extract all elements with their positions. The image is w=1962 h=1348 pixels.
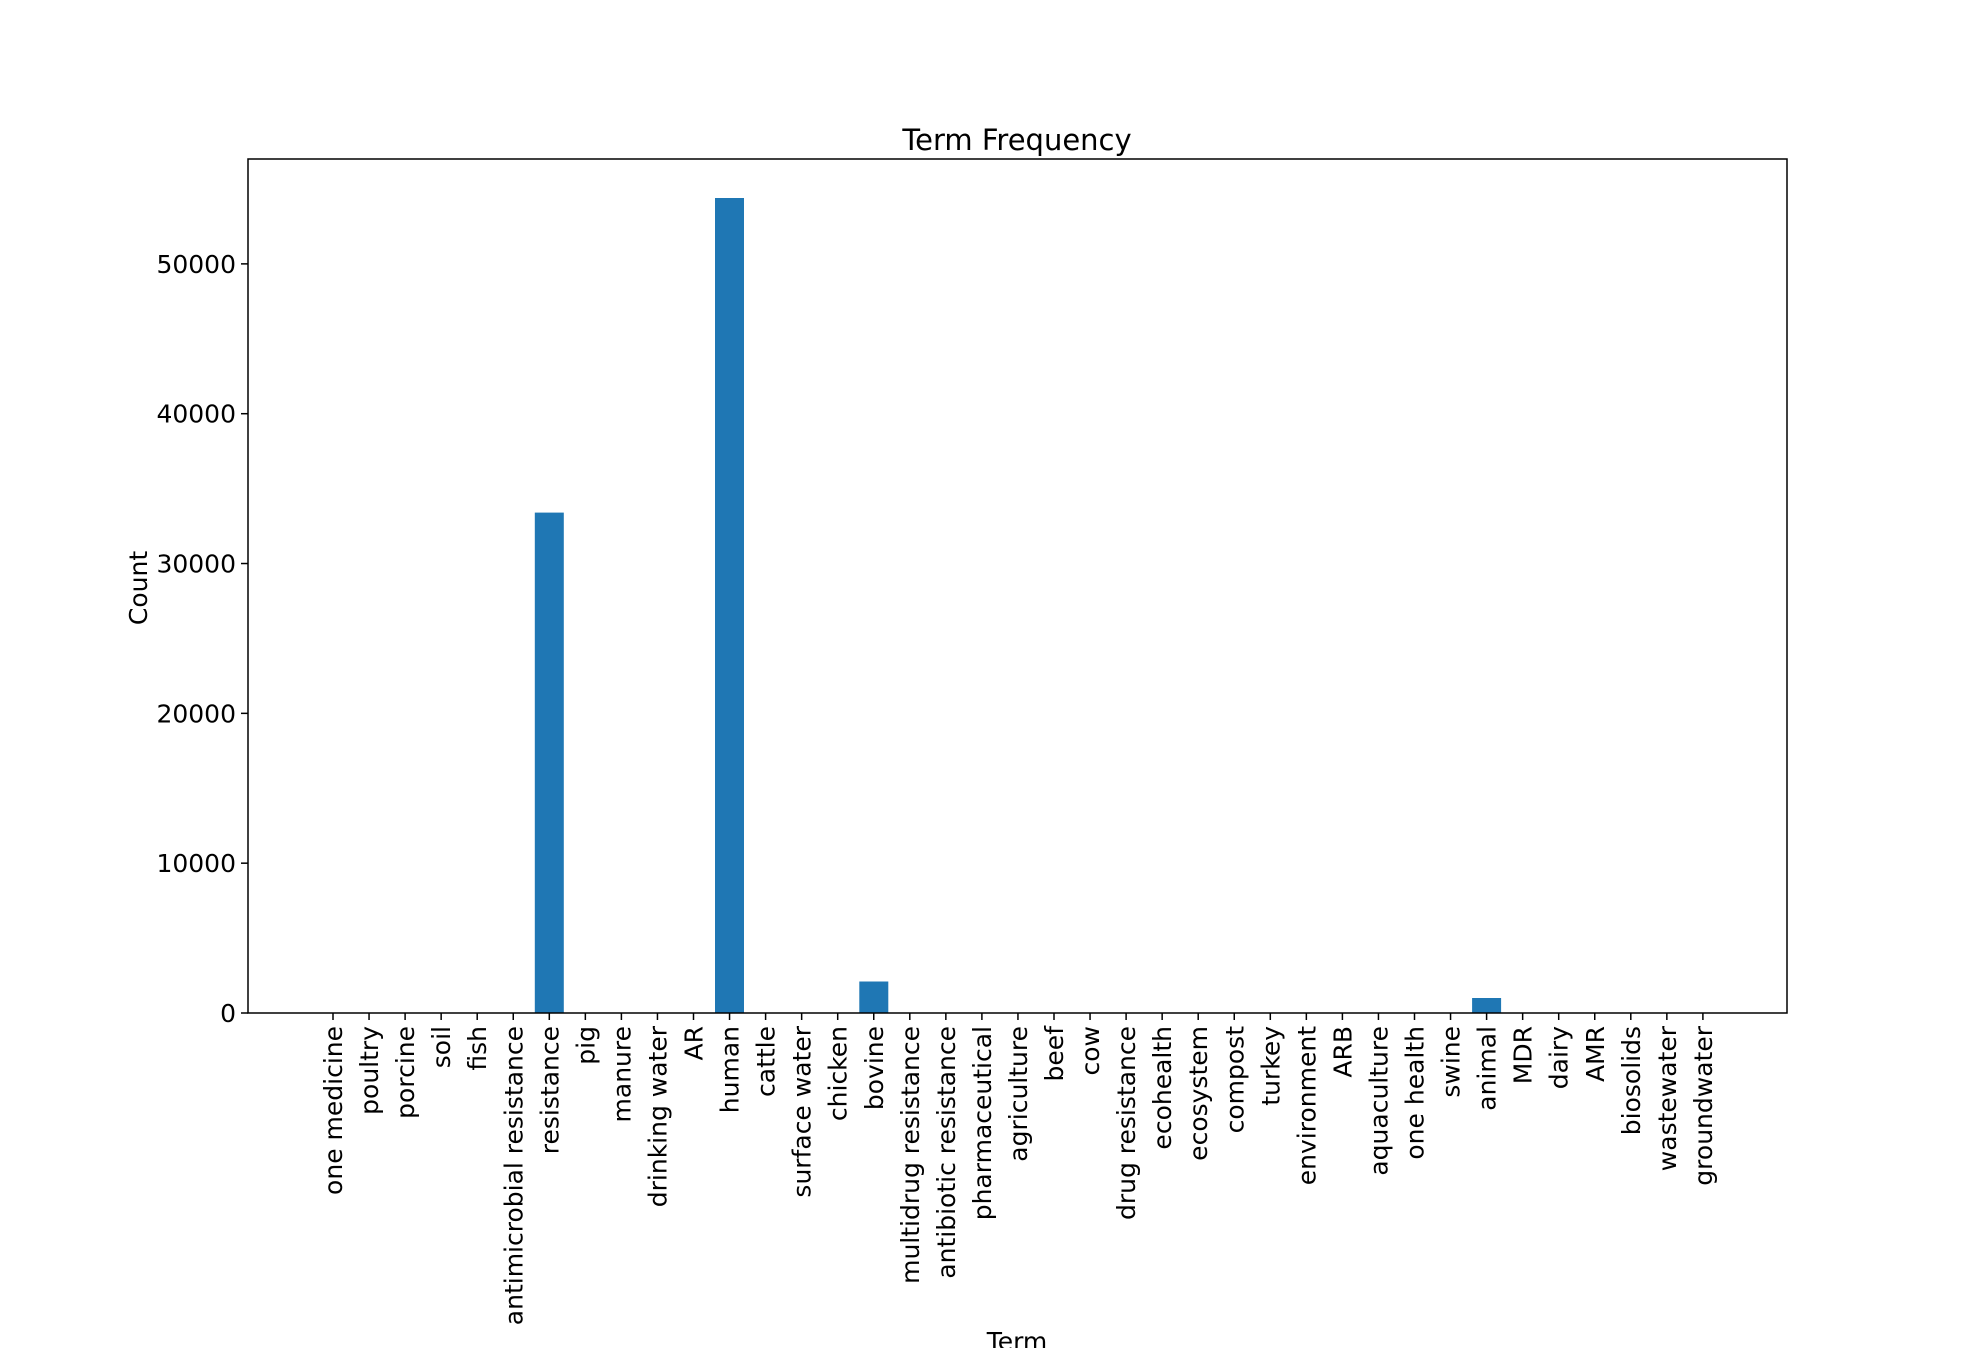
- x-tick-label: one health: [1401, 1026, 1430, 1160]
- x-tick-label: swine: [1437, 1026, 1466, 1098]
- y-tick-label: 50000: [156, 250, 236, 279]
- x-tick-label: multidrug resistance: [896, 1026, 925, 1284]
- bar-animal: [1472, 998, 1502, 1013]
- bar-human: [715, 198, 744, 1013]
- x-tick-label: manure: [607, 1026, 636, 1122]
- x-tick-label: wastewater: [1653, 1025, 1682, 1171]
- x-tick-label: cow: [1076, 1026, 1105, 1076]
- plot-frame: [247, 158, 1788, 1014]
- bar-resistance: [534, 512, 564, 1013]
- x-tick-label: porcine: [391, 1026, 420, 1119]
- bar-bovine: [859, 981, 889, 1013]
- x-tick-label: pig: [571, 1026, 600, 1065]
- x-tick-label: drug resistance: [1112, 1026, 1141, 1220]
- x-tick-label: beef: [1040, 1025, 1069, 1082]
- x-tick-label: groundwater: [1689, 1025, 1718, 1185]
- x-tick-label: AR: [680, 1026, 709, 1060]
- y-axis-label: Count: [124, 551, 153, 625]
- y-tick-label: 10000: [156, 849, 236, 878]
- x-tick-label: turkey: [1256, 1026, 1285, 1106]
- x-tick-label: chicken: [824, 1026, 853, 1121]
- x-tick-label: AMR: [1581, 1026, 1610, 1082]
- x-tick-label: pharmaceutical: [968, 1026, 997, 1220]
- x-tick-label: surface water: [788, 1025, 817, 1197]
- y-tick-label: 40000: [156, 400, 236, 429]
- x-tick-label: antimicrobial resistance: [499, 1026, 528, 1325]
- x-tick-label: one medicine: [319, 1026, 348, 1195]
- x-tick-label: fish: [463, 1026, 492, 1071]
- chart-title: Term Frequency: [901, 123, 1131, 157]
- x-tick-label: ARB: [1328, 1026, 1357, 1078]
- x-tick-label: aquaculture: [1364, 1026, 1393, 1176]
- x-tick-label: drinking water: [643, 1025, 672, 1207]
- x-tick-label: animal: [1473, 1026, 1502, 1111]
- x-tick-label: antibiotic resistance: [932, 1026, 961, 1279]
- x-tick-label: resistance: [535, 1026, 564, 1154]
- y-tick-label: 0: [220, 999, 236, 1028]
- x-tick-label: biosolids: [1617, 1026, 1646, 1135]
- x-tick-label: MDR: [1509, 1026, 1538, 1084]
- x-tick-label: bovine: [860, 1026, 889, 1110]
- x-tick-label: dairy: [1545, 1026, 1574, 1089]
- x-tick-label: human: [716, 1026, 745, 1113]
- x-tick-label: soil: [427, 1026, 456, 1068]
- y-tick-label: 20000: [156, 699, 236, 728]
- x-tick-label: cattle: [752, 1026, 781, 1097]
- x-tick-label: poultry: [355, 1026, 384, 1115]
- x-tick-label: environment: [1292, 1026, 1321, 1185]
- bars-group: [534, 198, 1502, 1013]
- x-tick-label: ecosystem: [1184, 1026, 1213, 1161]
- y-axis: 0 10000 20000 30000 40000 50000: [156, 250, 248, 1028]
- x-tick-label: agriculture: [1004, 1026, 1033, 1162]
- x-tick-label: ecohealth: [1148, 1026, 1177, 1150]
- y-tick-label: 30000: [156, 550, 236, 579]
- x-tick-label: compost: [1220, 1026, 1249, 1134]
- x-axis-label: Term: [986, 1327, 1048, 1348]
- x-axis: one medicine poultry porcine soil fish antimi…: [319, 1013, 1718, 1325]
